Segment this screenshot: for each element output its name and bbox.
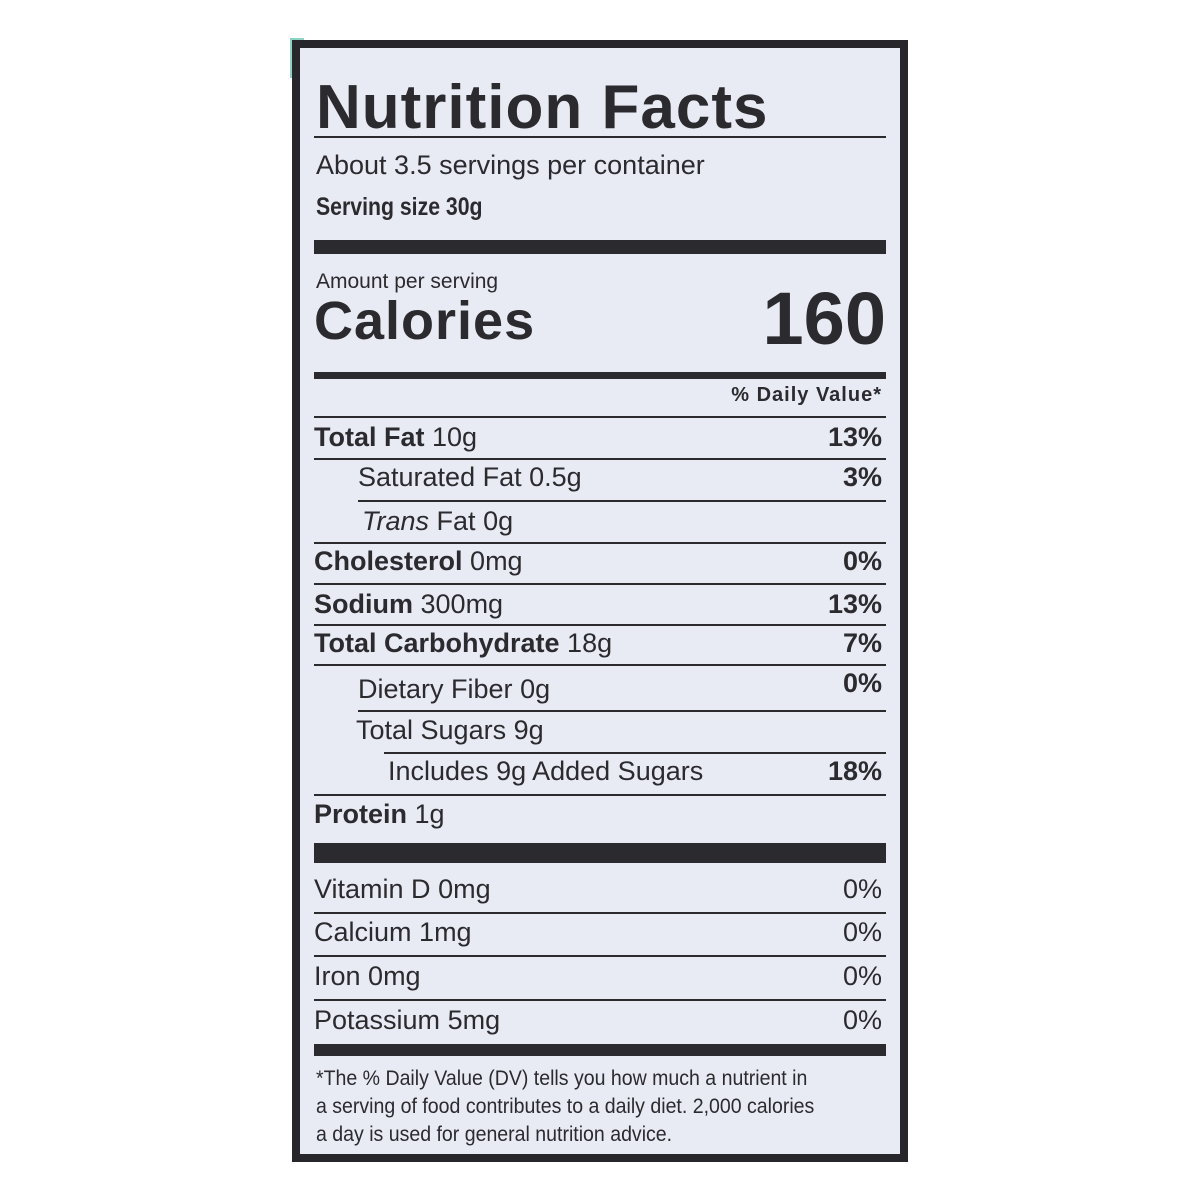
divider [314, 999, 886, 1001]
label-title: Nutrition Facts [316, 73, 769, 142]
nutrient-row-dietary-fiber: Dietary Fiber 0g 0% [358, 668, 882, 704]
nutrient-row-protein: Protein 1g [314, 799, 445, 829]
divider [314, 624, 886, 626]
footnote-line: *The % Daily Value (DV) tells you how mu… [316, 1067, 808, 1090]
micronutrient-row-potassium: Potassium 5mg 0% [314, 1005, 882, 1035]
divider [314, 136, 886, 138]
divider [314, 912, 886, 914]
footnote-line: a serving of food contributes to a daily… [316, 1095, 815, 1118]
micronutrient-row-calcium: Calcium 1mg 0% [314, 917, 882, 947]
nutrient-row-sodium: Sodium 300mg 13% [314, 589, 882, 619]
micronutrient-row-vitamin-d: Vitamin D 0mg 0% [314, 874, 882, 904]
micronutrient-row-iron: Iron 0mg 0% [314, 961, 882, 991]
divider [314, 416, 886, 418]
servings-per-container: About 3.5 servings per container [316, 150, 705, 180]
calories-label: Calories [314, 291, 536, 351]
nutrient-row-added-sugars: Includes 9g Added Sugars 18% [388, 756, 882, 786]
serving-size: Serving size 30g [316, 193, 483, 221]
thick-divider [314, 843, 886, 863]
medium-divider [314, 372, 886, 379]
nutrition-facts-label: Nutrition Facts About 3.5 servings per c… [292, 40, 908, 1162]
divider [384, 752, 886, 754]
amount-per-serving: Amount per serving [316, 270, 499, 293]
divider [358, 500, 886, 502]
divider [314, 583, 886, 585]
nutrient-row-trans-fat: Trans Fat 0g [362, 506, 514, 536]
thick-divider [314, 1044, 886, 1056]
nutrient-row-total-sugars: Total Sugars 9g [356, 715, 544, 745]
divider [314, 794, 886, 796]
nutrient-row-cholesterol: Cholesterol 0mg 0% [314, 546, 882, 576]
nutrient-row-total-carbohydrate: Total Carbohydrate 18g 7% [314, 628, 882, 658]
divider [314, 542, 886, 544]
nutrient-row-total-fat: Total Fat 10g 13% [314, 422, 882, 452]
divider [314, 458, 886, 460]
daily-value-header: % Daily Value* [731, 384, 882, 406]
footnote-line: a day is used for general nutrition advi… [316, 1123, 673, 1146]
calories-value: 160 [762, 277, 886, 360]
divider [358, 710, 886, 712]
divider [314, 955, 886, 957]
nutrient-row-saturated-fat: Saturated Fat 0.5g 3% [358, 462, 882, 492]
thick-divider [314, 240, 886, 254]
divider [314, 664, 886, 666]
